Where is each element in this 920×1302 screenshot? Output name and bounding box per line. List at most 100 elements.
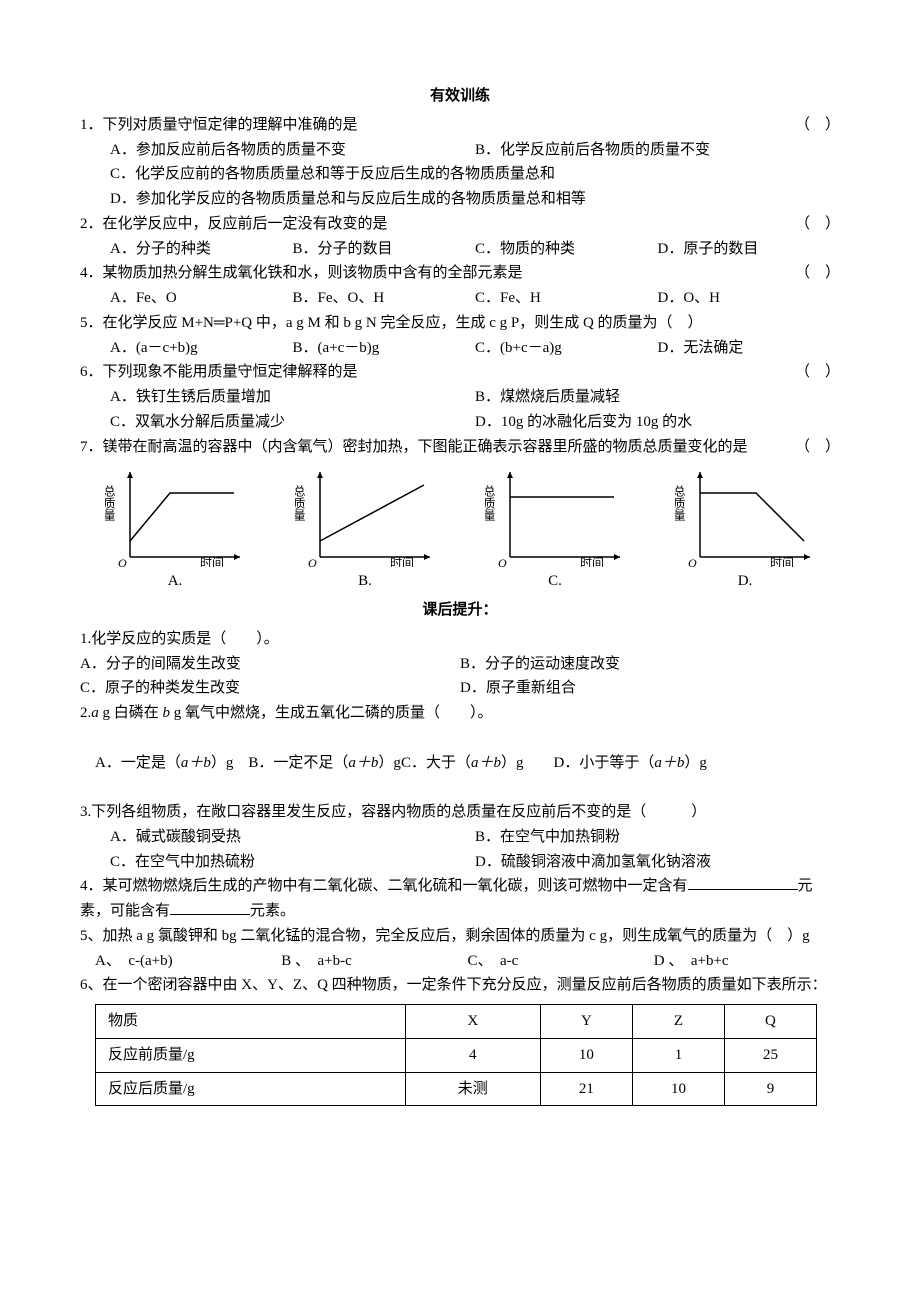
chart-label-b: B.	[295, 569, 435, 594]
chart-b: 总质量时间 O	[295, 467, 435, 567]
svg-text:时间: 时间	[580, 556, 604, 567]
svg-text:O: O	[118, 556, 127, 567]
q2-opt-b: B．分子的数目	[293, 237, 476, 262]
q1-opt-b: B．化学反应前后各物质的质量不变	[475, 138, 840, 163]
q4-opt-c: C．Fe、H	[475, 286, 658, 311]
bq1-opt-c: C．原子的种类发生改变	[80, 676, 460, 701]
q4-opt-a: A．Fe、O	[110, 286, 293, 311]
chart-label-d: D.	[675, 569, 815, 594]
bq3-opt-b: B．在空气中加热铜粉	[475, 825, 840, 850]
chart-a: 总质量时间 O	[105, 467, 245, 567]
q6-opt-d: D．10g 的冰融化后变为 10g 的水	[475, 410, 840, 435]
q5-opt-a: A．(a－c+b)g	[110, 336, 293, 361]
bq5-opt-d: D 、 a+b+c	[654, 949, 840, 974]
bq3-row-ab: A．碱式碳酸铜受热 B．在空气中加热铜粉	[110, 825, 840, 850]
col-0: 物质	[96, 1005, 406, 1039]
bq3-row-cd: C．在空气中加热硫粉 D．硫酸铜溶液中滴加氢氧化钠溶液	[110, 850, 840, 875]
q6-opt-b: B．煤燃烧后质量减轻	[475, 385, 840, 410]
b-question-4: 4．某可燃物燃烧后生成的产物中有二氧化碳、二氧化硫和一氧化碳，则该可燃物中一定含…	[80, 874, 840, 924]
q4-opt-b: B．Fe、O、H	[293, 286, 476, 311]
svg-text:时间: 时间	[390, 556, 414, 567]
q5-stem: 5．在化学反应 M+N═P+Q 中，a g M 和 b g N 完全反应，生成 …	[80, 311, 840, 336]
q5-opt-c: C．(b+c－a)g	[475, 336, 658, 361]
q7-paren: （ ）	[795, 435, 840, 460]
question-4: 4．某物质加热分解生成氧化铁和水，则该物质中含有的全部元素是 （ ） A．Fe、O…	[80, 261, 840, 311]
q2-opt-c: C．物质的种类	[475, 237, 658, 262]
bq6-table: 物质 X Y Z Q 反应前质量/g 4 10 1 25 反应后质量/g 未测 …	[95, 1004, 817, 1106]
q7-charts: 总质量时间 O 总质量时间 O 总质量时间 O 总质量时间 O	[80, 467, 840, 567]
svg-text:总质量: 总质量	[485, 485, 496, 521]
b-question-1: 1.化学反应的实质是（ ）。 A．分子的间隔发生改变 B．分子的运动速度改变 C…	[80, 627, 840, 701]
col-3: Z	[632, 1005, 724, 1039]
bq1-row-cd: C．原子的种类发生改变 D．原子重新组合	[80, 676, 840, 701]
q5-opts: A．(a－c+b)g B．(a+c－b)g C．(b+c－a)g D．无法确定	[110, 336, 840, 361]
q5-opt-d: D．无法确定	[658, 336, 841, 361]
svg-text:O: O	[308, 556, 317, 567]
b-question-6: 6、在一个密闭容器中由 X、Y、Z、Q 四种物质，一定条件下充分反应，测量反应前…	[80, 973, 840, 1106]
question-2: 2．在化学反应中，反应前后一定没有改变的是 （ ） A．分子的种类 B．分子的数目…	[80, 212, 840, 262]
bq5-opt-a: A、 c-(a+b)	[95, 949, 281, 974]
question-5: 5．在化学反应 M+N═P+Q 中，a g M 和 b g N 完全反应，生成 …	[80, 311, 840, 361]
bq2-stem: 2.a g 白磷在 b g 氧气中燃烧，生成五氧化二磷的质量（ ）。	[80, 701, 840, 726]
q1-stem: 1．下列对质量守恒定律的理解中准确的是	[80, 117, 358, 133]
section-a-title: 有效训练	[80, 84, 840, 109]
svg-text:O: O	[498, 556, 507, 567]
svg-text:总质量: 总质量	[675, 485, 686, 521]
bq3-opt-a: A．碱式碳酸铜受热	[110, 825, 475, 850]
bq2-opts: A．一定是（a＋b）g B．一定不足（a＋b）gC．大于（a＋b）g D．小于等…	[80, 726, 840, 800]
table-header-row: 物质 X Y Z Q	[96, 1005, 817, 1039]
table-row: 反应后质量/g 未测 21 10 9	[96, 1072, 817, 1106]
q2-opts: A．分子的种类 B．分子的数目 C．物质的种类 D．原子的数目	[110, 237, 840, 262]
q2-opt-a: A．分子的种类	[110, 237, 293, 262]
col-2: Y	[540, 1005, 632, 1039]
q1-paren: （ ）	[795, 113, 840, 138]
q2-stem: 2．在化学反应中，反应前后一定没有改变的是	[80, 216, 388, 232]
bq5-opt-c: C、 a-c	[468, 949, 654, 974]
chart-label-c: C.	[485, 569, 625, 594]
question-7: 7．镁带在耐高温的容器中（内含氧气）密封加热，下图能正确表示容器里所盛的物质总质…	[80, 435, 840, 595]
q4-stem: 4．某物质加热分解生成氧化铁和水，则该物质中含有的全部元素是	[80, 265, 523, 281]
b-question-2: 2.a g 白磷在 b g 氧气中燃烧，生成五氧化二磷的质量（ ）。 A．一定是…	[80, 701, 840, 800]
chart-label-a: A.	[105, 569, 245, 594]
svg-text:时间: 时间	[200, 556, 224, 567]
q4-paren: （ ）	[795, 261, 840, 286]
svg-text:时间: 时间	[770, 556, 794, 567]
q6-opt-a: A．铁钉生锈后质量增加	[110, 385, 475, 410]
q6-stem: 6．下列现象不能用质量守恒定律解释的是	[80, 364, 358, 380]
q5-opt-b: B．(a+c－b)g	[293, 336, 476, 361]
q4-opts: A．Fe、O B．Fe、O、H C．Fe、H D．O、H	[110, 286, 840, 311]
blank-1	[688, 874, 798, 890]
q4-opt-d: D．O、H	[658, 286, 841, 311]
section-b-title: 课后提升：	[80, 598, 840, 623]
q6-row-cd: C．双氧水分解后质量减少 D．10g 的冰融化后变为 10g 的水	[110, 410, 840, 435]
bq3-opt-d: D．硫酸铜溶液中滴加氢氧化钠溶液	[475, 850, 840, 875]
q6-paren: （ ）	[795, 360, 840, 385]
svg-text:总质量: 总质量	[295, 485, 306, 521]
bq4-stem: 4．某可燃物燃烧后生成的产物中有二氧化碳、二氧化硫和一氧化碳，则该可燃物中一定含…	[80, 874, 840, 924]
q7-stem: 7．镁带在耐高温的容器中（内含氧气）密封加热，下图能正确表示容器里所盛的物质总质…	[80, 439, 748, 455]
blank-2	[170, 899, 250, 915]
b-question-3: 3.下列各组物质，在敞口容器里发生反应，容器内物质的总质量在反应前后不变的是（ …	[80, 800, 840, 874]
bq5-opts: A、 c-(a+b) B 、 a+b-c C、 a-c D 、 a+b+c	[95, 949, 840, 974]
question-6: 6．下列现象不能用质量守恒定律解释的是 （ ） A．铁钉生锈后质量增加 B．煤燃烧…	[80, 360, 840, 434]
q1-opt-a: A．参加反应前后各物质的质量不变	[110, 138, 475, 163]
chart-c: 总质量时间 O	[485, 467, 625, 567]
bq1-opt-b: B．分子的运动速度改变	[460, 652, 840, 677]
b-question-5: 5、加热 a g 氯酸钾和 bg 二氧化锰的混合物，完全反应后，剩余固体的质量为…	[80, 924, 840, 974]
q7-chart-labels: A. B. C. D.	[80, 569, 840, 594]
bq1-opt-a: A．分子的间隔发生改变	[80, 652, 460, 677]
q1-opt-d: D．参加化学反应的各物质质量总和与反应后生成的各物质质量总和相等	[80, 187, 840, 212]
bq6-stem: 6、在一个密闭容器中由 X、Y、Z、Q 四种物质，一定条件下充分反应，测量反应前…	[80, 973, 840, 998]
q1-row-ab: A．参加反应前后各物质的质量不变 B．化学反应前后各物质的质量不变	[110, 138, 840, 163]
bq3-stem: 3.下列各组物质，在敞口容器里发生反应，容器内物质的总质量在反应前后不变的是（ …	[80, 800, 840, 825]
col-1: X	[405, 1005, 540, 1039]
bq1-stem: 1.化学反应的实质是（ ）。	[80, 627, 840, 652]
chart-d: 总质量时间O	[675, 467, 815, 567]
svg-text:总质量: 总质量	[105, 485, 116, 521]
q2-paren: （ ）	[795, 212, 840, 237]
bq5-stem: 5、加热 a g 氯酸钾和 bg 二氧化锰的混合物，完全反应后，剩余固体的质量为…	[80, 924, 840, 949]
q1-opt-c: C．化学反应前的各物质质量总和等于反应后生成的各物质质量总和	[80, 162, 840, 187]
q6-row-ab: A．铁钉生锈后质量增加 B．煤燃烧后质量减轻	[110, 385, 840, 410]
question-1: 1．下列对质量守恒定律的理解中准确的是 （ ） A．参加反应前后各物质的质量不变 …	[80, 113, 840, 212]
bq1-row-ab: A．分子的间隔发生改变 B．分子的运动速度改变	[80, 652, 840, 677]
